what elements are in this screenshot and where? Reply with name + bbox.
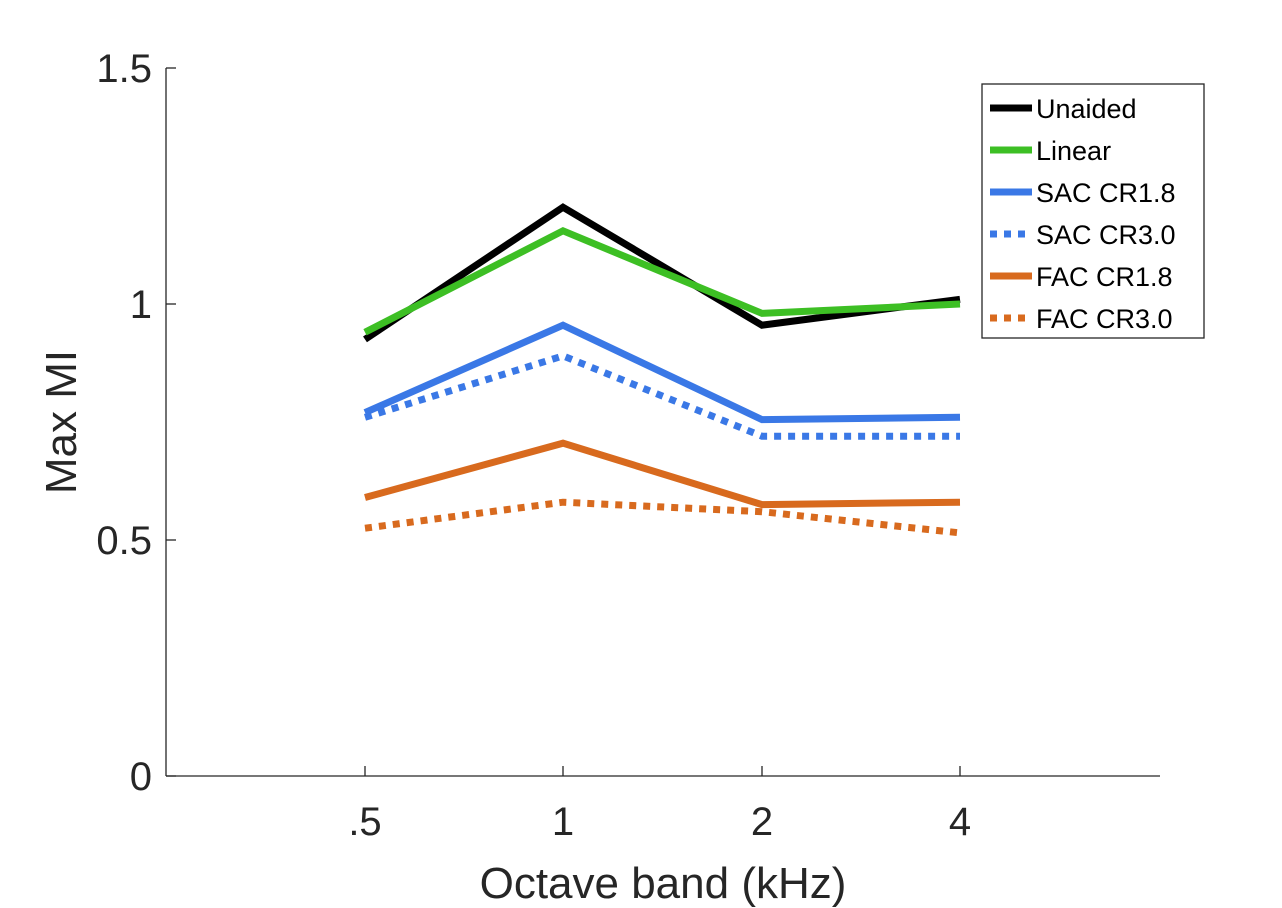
y-tick-label: 0.5 — [96, 519, 152, 563]
series-line-sac-cr3-0 — [363, 352, 960, 440]
legend-label: FAC CR1.8 — [1036, 262, 1173, 292]
legend-label: SAC CR1.8 — [1036, 178, 1176, 208]
axes — [165, 68, 1160, 777]
x-tick-label: 4 — [949, 800, 971, 844]
series-line-linear — [363, 226, 961, 336]
legend: Unaided Linear SAC CR1.8 SAC CR3.0 FAC CR1.8… — [981, 83, 1205, 339]
x-axis-title: Octave band (kHz) — [480, 859, 847, 908]
y-axis-title: Max MI — [37, 350, 86, 494]
x-tick-label: 1 — [552, 800, 574, 844]
series-line-sac-cr1-8 — [363, 321, 961, 424]
x-tick-label: 2 — [751, 800, 773, 844]
legend-box — [981, 83, 1205, 339]
y-tick-label: 1 — [130, 283, 152, 327]
legend-label: SAC CR3.0 — [1036, 220, 1176, 250]
series-line-fac-cr1-8 — [364, 439, 961, 509]
x-tick-label: .5 — [348, 800, 381, 844]
y-tick-label: 1.5 — [96, 47, 152, 91]
legend-label: Linear — [1036, 136, 1111, 166]
series-line-fac-cr3-0 — [364, 498, 961, 537]
y-tick-label: 0 — [130, 755, 152, 799]
series-layer — [363, 203, 961, 537]
series-line-unaided — [363, 203, 961, 343]
ticks: 0 0.5 1 1.5 .5 1 2 4 — [96, 47, 971, 844]
legend-label: Unaided — [1036, 94, 1137, 124]
legend-label: FAC CR3.0 — [1036, 304, 1173, 334]
